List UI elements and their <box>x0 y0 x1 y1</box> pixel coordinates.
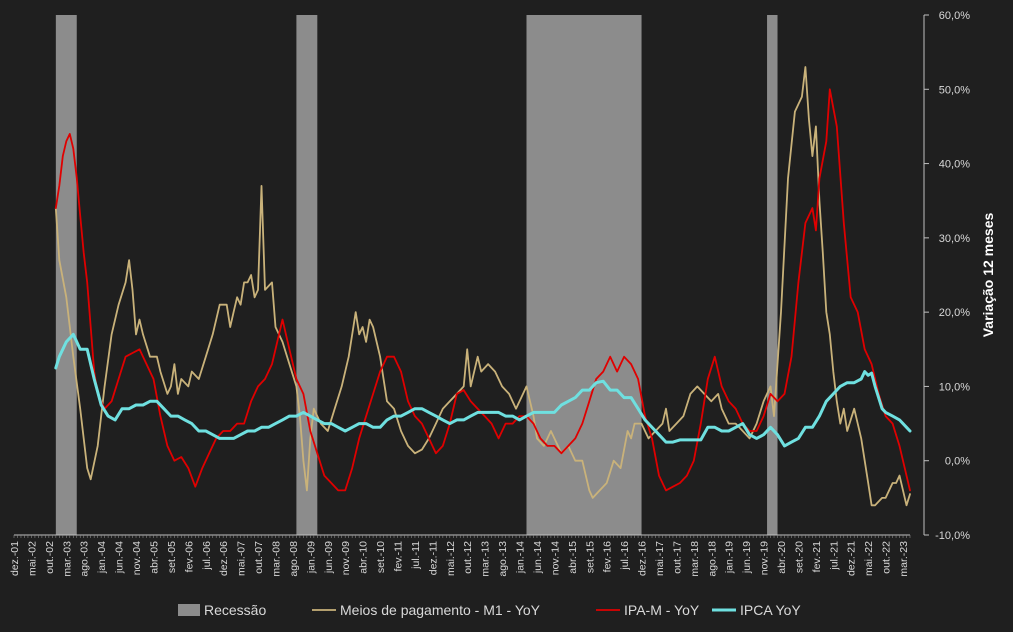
y-tick-label: 20,0% <box>939 307 970 319</box>
x-tick-label: out.-17 <box>671 541 683 574</box>
x-tick-label: mar.-23 <box>898 541 910 577</box>
x-tick-label: out.-12 <box>462 541 474 574</box>
x-tick-label: dez.-11 <box>427 541 439 575</box>
y-tick-label: 0,0% <box>945 456 970 468</box>
legend-label: Meios de pagamento - M1 - YoY <box>340 602 541 618</box>
legend-label: IPA-M - YoY <box>624 602 700 618</box>
x-tick-label: mar.-08 <box>270 541 282 577</box>
x-tick-label: mar.-13 <box>480 541 492 577</box>
x-tick-label: set.-10 <box>375 541 387 573</box>
x-tick-label: jan.-19 <box>724 541 736 574</box>
x-tick-label: set.-05 <box>166 541 178 573</box>
x-tick-label: nov.-19 <box>759 541 771 575</box>
recession-band-2 <box>526 15 642 535</box>
x-tick-label: abr.-10 <box>358 541 370 574</box>
x-tick-label: fev.-16 <box>602 541 614 572</box>
x-tick-label: abr.-20 <box>776 541 788 574</box>
x-tick-label: mar.-18 <box>689 541 701 577</box>
x-tick-label: set.-20 <box>793 541 805 573</box>
x-tick-label: jul.-16 <box>619 541 631 571</box>
y-tick-label: 40,0% <box>939 159 970 171</box>
x-tick-label: jul.-06 <box>201 541 213 571</box>
recession-bands <box>55 15 778 535</box>
series-line-ipa-m-yoy <box>54 88 911 492</box>
series-lines <box>54 66 912 507</box>
y-tick-label: 60,0% <box>939 10 970 22</box>
x-tick-label: ago.-03 <box>79 541 91 577</box>
recession-band-0 <box>55 15 77 535</box>
x-tick-label: dez.-01 <box>9 541 21 576</box>
y-axis-label: Variação 12 meses <box>980 213 996 338</box>
x-tick-label: jan.-14 <box>515 541 527 574</box>
y-axis: -10,0% 0,0% 10,0% 20,0% 30,0% 40,0% 50,0% 60,0% <box>923 10 970 542</box>
x-tick-label: mai.-22 <box>863 541 875 576</box>
x-tick-label: jun.-09 <box>323 541 335 574</box>
x-tick-label: jul.-21 <box>828 541 840 571</box>
x-tick-label: out.-22 <box>881 541 893 574</box>
x-tick-label: nov.-04 <box>131 541 143 575</box>
x-tick-label: fev.-11 <box>393 541 405 572</box>
x-tick-label: dez.-06 <box>218 541 230 576</box>
x-axis: dez.-01 mai.-02 out.-02 mar.-03 ago.-03 jan.-… <box>9 534 911 577</box>
x-tick-label: ago.-13 <box>497 541 509 577</box>
x-tick-label: mar.-03 <box>61 541 73 577</box>
x-tick-label: ago.-18 <box>706 541 718 577</box>
x-tick-label: nov.-09 <box>340 541 352 575</box>
legend: Recessão Meios de pagamento - M1 - YoY IPA… <box>178 602 801 618</box>
x-tick-label: abr.-05 <box>148 541 160 574</box>
x-tick-label: dez.-16 <box>637 541 649 576</box>
x-tick-label: jun.-14 <box>532 541 544 574</box>
x-tick-label: set.-15 <box>584 541 596 573</box>
y-tick-label: 50,0% <box>939 84 970 96</box>
x-tick-label: out.-07 <box>253 541 265 574</box>
x-tick-label: fev.-06 <box>183 541 195 572</box>
x-tick-label: abr.-15 <box>567 541 579 574</box>
x-tick-label: mai.-12 <box>445 541 457 576</box>
y-tick-label: -10,0% <box>935 530 970 542</box>
x-tick-label: jan.-09 <box>305 541 317 574</box>
x-tick-label: ago.-08 <box>288 541 300 577</box>
x-tick-label: nov.-14 <box>549 541 561 575</box>
recession-band-1 <box>296 15 318 535</box>
y-tick-label: 10,0% <box>939 381 970 393</box>
series-line-ipca-yoy <box>54 332 912 448</box>
x-tick-label: mai.-07 <box>236 541 248 576</box>
legend-label: IPCA YoY <box>740 602 801 618</box>
x-tick-label: mai.-02 <box>26 541 38 576</box>
x-tick-label: jun.-04 <box>114 541 126 574</box>
legend-label: Recessão <box>204 602 266 618</box>
y-tick-label: 30,0% <box>939 233 970 245</box>
x-tick-label: dez.-21 <box>846 541 858 576</box>
legend-swatch-recession <box>178 604 200 616</box>
x-tick-label: out.-02 <box>44 541 56 574</box>
x-tick-label: jun.-19 <box>741 541 753 574</box>
x-tick-label: jul.-11 <box>410 541 422 570</box>
x-tick-label: fev.-21 <box>811 541 823 572</box>
series-line-meios-de-pagamento-m1-yoy <box>54 66 911 507</box>
recession-band-3 <box>767 15 778 535</box>
x-tick-label: mai.-17 <box>654 541 666 576</box>
x-tick-label: jan.-04 <box>96 541 108 574</box>
